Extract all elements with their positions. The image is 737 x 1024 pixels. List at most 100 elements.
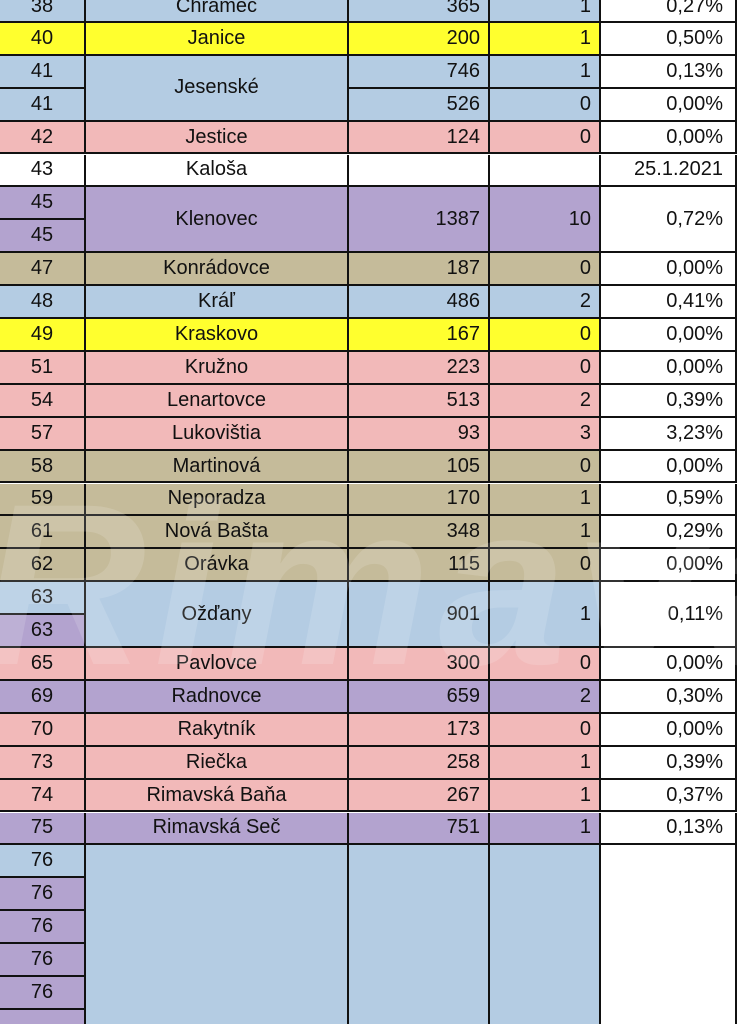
row-number-cell: 74 — [0, 779, 86, 813]
population-cell: 526 — [349, 88, 490, 122]
municipality-name-cell: Chrámec — [86, 0, 349, 23]
cases-cell: 0 — [490, 713, 601, 747]
cases-cell: 1 — [490, 55, 601, 89]
row-number-cell: 47 — [0, 253, 86, 287]
population-cell: 124 — [349, 121, 490, 155]
percent-cell: 0,59% — [601, 483, 737, 517]
row-number-cell: 54 — [0, 384, 86, 418]
population-cell: 173 — [349, 713, 490, 747]
cases-cell: 1 — [490, 516, 601, 550]
percent-cell: 0,11% — [601, 582, 737, 648]
row-number-cell: 43 — [0, 154, 86, 188]
cases-cell: 0 — [490, 351, 601, 385]
row-number-cell: 57 — [0, 417, 86, 451]
municipality-name-cell: Neporadza — [86, 483, 349, 517]
percent-cell: 0,00% — [601, 253, 737, 287]
municipality-name-cell: Kaloša — [86, 154, 349, 188]
cases-cell: 1 — [490, 779, 601, 813]
percent-cell: 0,30% — [601, 680, 737, 714]
municipality-name-cell: Martinová — [86, 450, 349, 484]
municipality-name-cell: Nová Bašta — [86, 516, 349, 550]
percent-cell: 25.1.2021 — [601, 154, 737, 188]
cases-cell: 0 — [490, 319, 601, 352]
percent-cell: 0,72% — [601, 187, 737, 254]
percent-cell: 0,29% — [601, 516, 737, 550]
population-cell: 258 — [349, 746, 490, 780]
cases-cell: 0 — [490, 450, 601, 484]
population-cell: 751 — [349, 812, 490, 846]
municipality-name-cell: Lukovištia — [86, 417, 349, 451]
percent-cell: 0,00% — [601, 648, 737, 681]
row-number-cell: 63 — [0, 582, 86, 616]
row-number-cell: 40 — [0, 22, 86, 56]
row-number-cell: 41 — [0, 88, 86, 122]
cases-cell: 0 — [490, 253, 601, 287]
percent-cell: 0,00% — [601, 319, 737, 352]
cases-cell: 0 — [490, 88, 601, 122]
percent-cell: 0,00% — [601, 88, 737, 122]
municipality-name-cell: Orávka — [86, 549, 349, 583]
row-number-cell: 58 — [0, 450, 86, 484]
population-cell: 486 — [349, 286, 490, 319]
municipality-name-cell: Kraskovo — [86, 319, 349, 352]
municipality-name-cell: Rimavská Baňa — [86, 779, 349, 813]
municipality-name-cell: Riečka — [86, 746, 349, 780]
municipality-name-cell: Jestice — [86, 121, 349, 155]
percent-cell: 0,00% — [601, 450, 737, 484]
percent-cell: 0,39% — [601, 384, 737, 418]
population-cell: 348 — [349, 516, 490, 550]
percent-cell — [601, 845, 737, 1024]
population-cell: 659 — [349, 680, 490, 714]
population-cell: 300 — [349, 648, 490, 681]
percent-cell: 0,13% — [601, 55, 737, 89]
row-number-cell: 63 — [0, 615, 86, 648]
row-number-cell: 76 — [0, 845, 86, 879]
percent-cell: 0,50% — [601, 22, 737, 56]
municipality-name-cell: Lenartovce — [86, 384, 349, 418]
population-cell: 187 — [349, 253, 490, 287]
population-cell: 223 — [349, 351, 490, 385]
row-number-cell: 76 — [0, 911, 86, 945]
row-number-cell: 59 — [0, 483, 86, 517]
cases-cell: 2 — [490, 680, 601, 714]
municipality-name-cell: Kružno — [86, 351, 349, 385]
population-cell: 170 — [349, 483, 490, 517]
population-cell: 513 — [349, 384, 490, 418]
population-cell — [349, 154, 490, 188]
population-cell: 115 — [349, 549, 490, 583]
population-cell: 746 — [349, 55, 490, 89]
row-number-cell: 51 — [0, 351, 86, 385]
population-cell: 365 — [349, 0, 490, 23]
row-number-cell: 70 — [0, 713, 86, 747]
population-cell — [349, 845, 490, 1024]
municipality-name-cell: Radnovce — [86, 680, 349, 714]
municipality-name-cell: Konrádovce — [86, 253, 349, 287]
municipality-name-cell: Klenovec — [86, 187, 349, 254]
population-cell: 93 — [349, 417, 490, 451]
municipality-name-cell: Rimavská Seč — [86, 812, 349, 846]
cases-cell: 3 — [490, 417, 601, 451]
row-number-cell: 76 — [0, 977, 86, 1010]
row-number-cell: 41 — [0, 55, 86, 89]
percent-cell: 3,23% — [601, 417, 737, 451]
percent-cell: 0,37% — [601, 779, 737, 813]
cases-cell: 2 — [490, 286, 601, 319]
percent-cell: 0,39% — [601, 746, 737, 780]
cases-cell: 2 — [490, 384, 601, 418]
population-cell: 267 — [349, 779, 490, 813]
cases-cell: 1 — [490, 746, 601, 780]
row-number-cell: 42 — [0, 121, 86, 155]
municipality-name-cell: Janice — [86, 22, 349, 56]
municipality-name-cell: Ožďany — [86, 582, 349, 648]
row-number-cell: 69 — [0, 680, 86, 714]
municipality-name-cell: Pavlovce — [86, 648, 349, 681]
municipality-name-cell — [86, 845, 349, 1024]
cases-cell: 0 — [490, 648, 601, 681]
percent-cell: 0,13% — [601, 812, 737, 846]
percent-cell: 0,00% — [601, 121, 737, 155]
row-number-cell: 76 — [0, 944, 86, 977]
row-number-cell: 65 — [0, 648, 86, 681]
row-number-cell: 49 — [0, 319, 86, 352]
percent-cell: 0,00% — [601, 549, 737, 583]
